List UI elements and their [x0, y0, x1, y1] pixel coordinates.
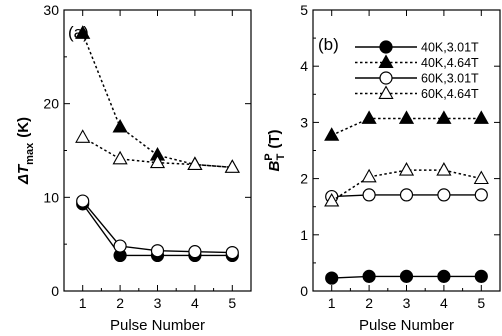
- legend-marker-0: [379, 40, 393, 54]
- legend-label-3: 60K,4.64T: [421, 87, 479, 101]
- y-tick-label: 30: [43, 2, 59, 18]
- legend-marker-1: [378, 54, 394, 68]
- data-point-series-2: [362, 188, 376, 202]
- data-point-series-2: [150, 244, 165, 258]
- data-point-series-2: [437, 188, 451, 202]
- panel-b: 1 2 3 4 5 0 1 2 3 4 5 Pulse Number BPT (T) (b) 40K,3.01…: [263, 2, 501, 334]
- y-tick-label: 20: [43, 96, 59, 112]
- y-tick-label: 5: [300, 2, 308, 18]
- data-point-series-1: [398, 110, 415, 124]
- data-point-series-3: [398, 162, 415, 176]
- data-point-series-2: [474, 188, 488, 202]
- x-axis-label: Pulse Number: [359, 317, 454, 334]
- x-tick-label: 2: [365, 295, 373, 311]
- data-point-series-3: [473, 170, 489, 185]
- data-point-series-2: [76, 194, 90, 208]
- series-line-1: [82, 33, 233, 169]
- y-tick-label: 4: [300, 58, 308, 74]
- legend-label-1: 40K,4.64T: [421, 56, 479, 70]
- data-point-series-3: [224, 159, 240, 173]
- data-point-series-0: [325, 271, 339, 285]
- y-tick-label: 1: [300, 227, 308, 243]
- y-axis-label-sub: max: [24, 142, 36, 165]
- x-tick-label: 5: [228, 295, 236, 311]
- y-tick-label: 2: [300, 171, 308, 187]
- legend-label-2: 60K,3.01T: [421, 72, 479, 86]
- data-point-series-0: [399, 269, 414, 283]
- y-tick-label: 3: [300, 114, 308, 130]
- data-point-series-3: [187, 156, 203, 170]
- data-point-series-3: [361, 168, 377, 183]
- y-axis-label-unit: (T): [266, 129, 283, 148]
- data-point-series-3: [112, 150, 128, 165]
- panel-label: (b): [318, 35, 339, 54]
- data-point-series-0: [474, 269, 488, 283]
- series-line-1: [331, 117, 482, 137]
- y-tick-label: 0: [51, 283, 59, 299]
- data-point-series-1: [361, 110, 377, 124]
- legend-marker-3: [378, 85, 394, 99]
- data-point-series-1: [436, 110, 452, 124]
- y-tick-label: 10: [43, 189, 59, 205]
- data-point-series-3: [436, 162, 452, 176]
- x-axis-label: Pulse Number: [110, 317, 205, 334]
- data-point-series-1: [112, 118, 128, 133]
- y-axis-label-sup: P: [263, 153, 275, 160]
- x-tick-label: 3: [154, 295, 162, 311]
- legend-label-0: 40K,3.01T: [421, 41, 479, 55]
- x-tick-label: 1: [328, 295, 336, 311]
- x-tick-label: 4: [191, 295, 199, 311]
- data-point-series-2: [225, 245, 239, 260]
- data-point-series-1: [75, 25, 91, 39]
- y-tick-label: 0: [300, 283, 308, 299]
- y-axis-label-main: ΔT: [15, 163, 32, 185]
- data-point-series-2: [113, 239, 127, 253]
- x-tick-label: 3: [403, 295, 411, 311]
- data-point-series-0: [437, 269, 451, 283]
- data-point-series-3: [324, 192, 340, 207]
- y-axis-label: ΔTmax (K): [15, 117, 36, 185]
- data-point-series-1: [324, 127, 340, 141]
- x-tick-label: 1: [79, 295, 87, 311]
- y-axis-label-main: B: [266, 161, 283, 172]
- data-point-series-2: [188, 245, 202, 259]
- data-point-series-1: [473, 110, 489, 124]
- y-axis-label-sub: T: [275, 153, 287, 160]
- data-point-series-3: [149, 154, 166, 169]
- x-tick-label: 2: [116, 295, 124, 311]
- x-tick-label: 4: [440, 295, 448, 311]
- y-axis-label: BPT (T): [263, 129, 287, 171]
- data-point-series-2: [399, 188, 414, 202]
- data-point-series-0: [362, 269, 376, 283]
- data-point-series-3: [75, 129, 91, 143]
- legend-marker-2: [379, 71, 393, 85]
- y-axis-label-unit: (K): [15, 117, 32, 138]
- x-tick-label: 5: [477, 295, 485, 311]
